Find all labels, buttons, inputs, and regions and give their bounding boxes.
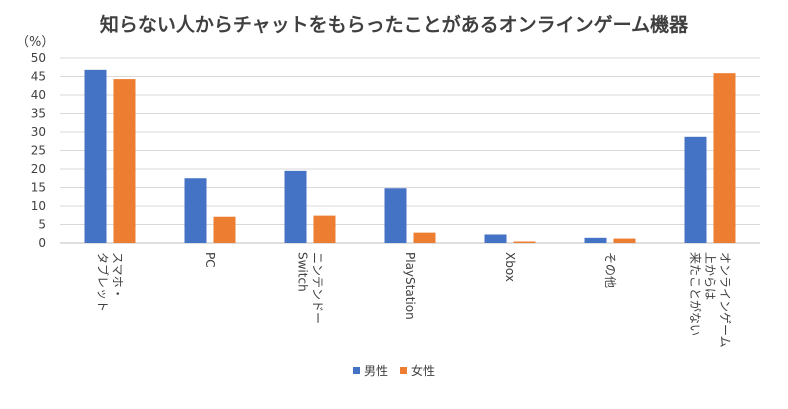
category-label: PC	[203, 252, 217, 268]
chart-title: 知らない人からチャットをもらったことがあるオンラインゲーム機器	[99, 14, 689, 36]
y-tick-label: 15	[31, 181, 46, 195]
category-label-line: その他	[603, 252, 617, 288]
bar-female-5	[613, 238, 636, 243]
bar-male-3	[384, 188, 407, 243]
y-tick-label: 30	[31, 125, 46, 139]
legend-item-0: 男性	[352, 362, 388, 379]
bar-male-0	[84, 69, 107, 243]
bar-female-4	[513, 241, 536, 243]
bar-female-2	[313, 215, 336, 243]
bar-male-5	[584, 237, 607, 243]
legend-swatch	[352, 367, 360, 374]
category-label-line: スマホ・	[111, 252, 125, 300]
y-tick-label: 5	[38, 218, 46, 232]
legend-item-1: 女性	[400, 362, 435, 379]
category-label-line: Switch	[296, 252, 310, 292]
category-label-line: ニンテンドー	[311, 252, 325, 324]
legend-swatch	[400, 367, 407, 374]
bar-female-3	[413, 232, 436, 243]
category-label-line: PlayStation	[403, 252, 417, 320]
y-axis-unit: （%）	[16, 35, 55, 50]
legend-label: 男性	[363, 364, 388, 378]
y-tick-labels: 0 5 10 15 20 25 30 35 40 45 50	[31, 51, 46, 250]
bar-female-0	[113, 79, 136, 243]
y-tick-label: 25	[31, 144, 46, 158]
y-tick-label: 0	[38, 236, 46, 250]
bar-female-1	[213, 216, 236, 243]
bar-male-4	[484, 234, 507, 243]
y-tick-label: 10	[31, 199, 46, 213]
bar-male-6	[684, 136, 707, 243]
y-tick-label: 20	[31, 162, 46, 176]
category-label-line: オンラインゲーム	[718, 252, 732, 348]
bar-male-2	[284, 170, 307, 243]
bar-male-1	[184, 178, 207, 243]
category-label-line: PC	[203, 252, 217, 268]
category-label: スマホ・タブレット	[96, 252, 125, 312]
legend: 男性 女性	[0, 362, 788, 379]
legend-label: 女性	[411, 364, 436, 378]
category-label-line: タブレット	[96, 252, 111, 312]
category-label: PlayStation	[403, 252, 417, 320]
category-label-line: 来たことがない	[688, 252, 703, 336]
y-tick-label: 45	[31, 70, 46, 84]
y-tick-label: 50	[31, 51, 46, 65]
gridlines	[60, 57, 760, 244]
category-label: Xbox	[503, 252, 517, 282]
bar-female-6	[713, 73, 736, 243]
y-tick-label: 35	[31, 107, 46, 121]
category-label-line: Xbox	[503, 252, 517, 282]
category-label-line: 上からは	[703, 252, 717, 300]
bars	[84, 69, 736, 243]
y-tick-label: 40	[31, 88, 46, 102]
category-label: その他	[603, 252, 617, 288]
